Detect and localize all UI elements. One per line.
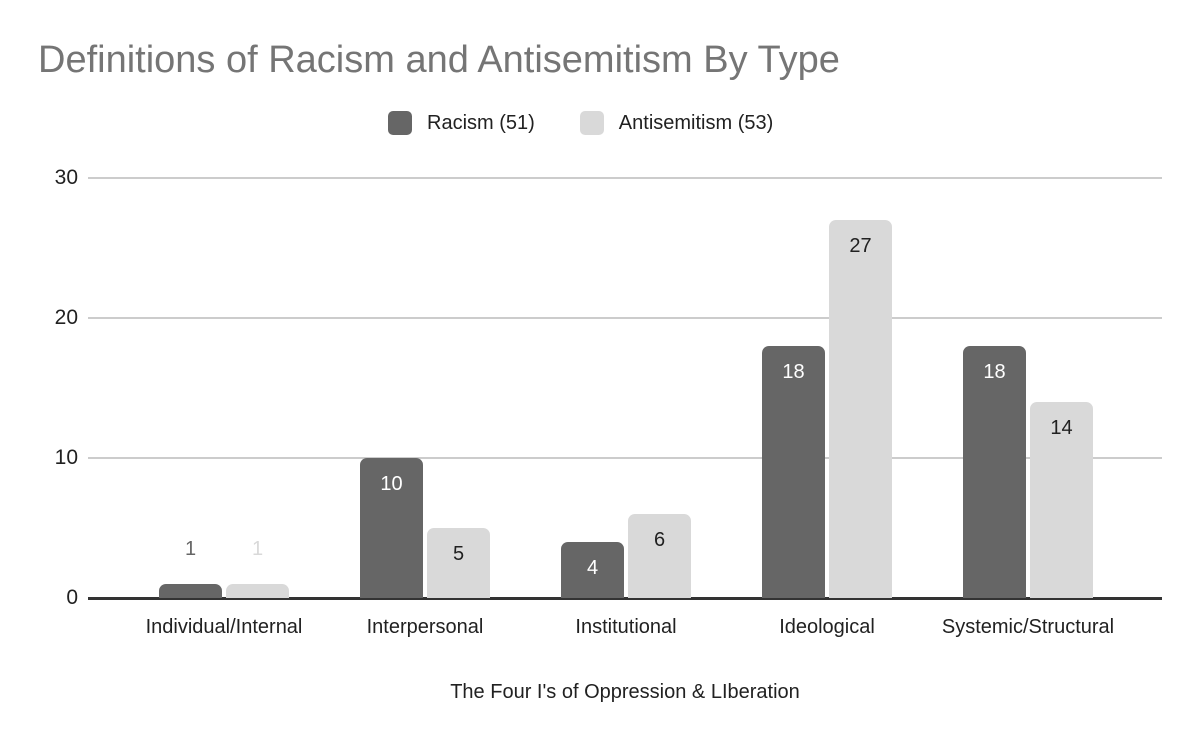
- bar-racism-interpersonal: [360, 458, 423, 598]
- bar-racism-ideological: [762, 346, 825, 598]
- legend-label: Racism (51): [427, 111, 535, 134]
- bar-value-label: 4: [586, 557, 599, 579]
- bar-antisemitism-individual-internal: [226, 584, 289, 598]
- category-label-institutional: Institutional: [575, 616, 677, 638]
- y-axis-tick-label: 30: [54, 166, 78, 189]
- gridline: [88, 317, 1162, 319]
- legend-item-antisemitism: Antisemitism (53): [579, 111, 774, 135]
- bar-value-label: 18: [983, 361, 1006, 383]
- legend-label: Antisemitism (53): [618, 111, 774, 134]
- bar-racism-systemic-structural: [963, 346, 1026, 598]
- legend: Racism (51) Antisemitism (53): [388, 111, 773, 135]
- bar-value-label: 18: [782, 361, 805, 383]
- legend-swatch-icon: [388, 111, 412, 135]
- bar-antisemitism-ideological: [829, 220, 892, 598]
- y-axis-tick-label: 20: [54, 306, 78, 329]
- bar-antisemitism-interpersonal: [427, 528, 490, 598]
- bar-racism-individual-internal: [159, 584, 222, 598]
- gridline: [88, 177, 1162, 179]
- chart-title: Definitions of Racism and Antisemitism B…: [38, 39, 840, 81]
- bar-value-label: 1: [184, 538, 197, 560]
- y-axis-tick-label: 0: [66, 586, 78, 609]
- bar-value-label: 10: [380, 473, 403, 495]
- bar-value-label: 6: [653, 529, 666, 551]
- category-label-interpersonal: Interpersonal: [366, 616, 484, 638]
- legend-swatch-icon: [579, 111, 604, 135]
- category-label-systemic-structural: Systemic/Structural: [941, 616, 1115, 638]
- gridline: [88, 457, 1162, 459]
- x-axis-line: [88, 597, 1162, 600]
- bar-value-label: 5: [452, 543, 465, 565]
- x-axis-title: The Four I's of Oppression & LIberation: [450, 681, 800, 703]
- bar-antisemitism-systemic-structural: [1030, 402, 1093, 598]
- category-label-individual-internal: Individual/Internal: [145, 616, 303, 638]
- legend-item-racism: Racism (51): [388, 111, 535, 135]
- bar-antisemitism-institutional: [628, 514, 691, 598]
- bar-value-label: 1: [251, 538, 264, 560]
- y-axis-tick-label: 10: [54, 446, 78, 469]
- bar-value-label: 14: [1050, 417, 1073, 439]
- bar-value-label: 27: [849, 235, 872, 257]
- category-label-ideological: Ideological: [779, 616, 875, 638]
- bar-racism-institutional: [561, 542, 624, 598]
